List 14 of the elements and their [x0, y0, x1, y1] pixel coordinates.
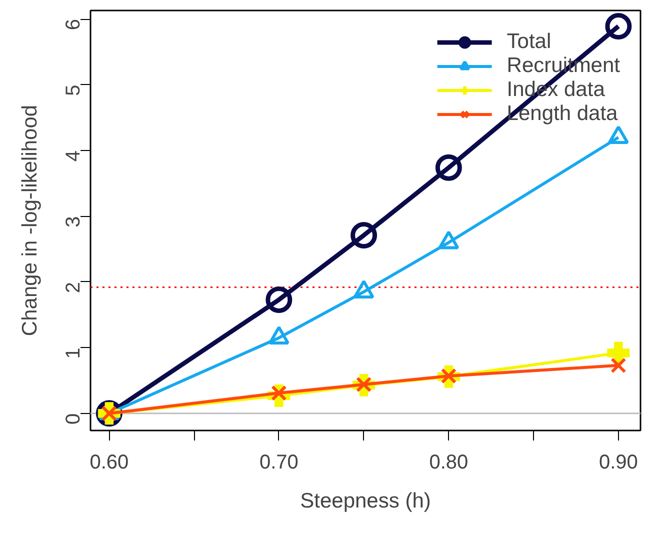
x-tick-label: 0.70	[259, 452, 298, 474]
y-tick-label: 0	[62, 413, 84, 425]
y-tick-label: 4	[62, 150, 84, 162]
x-tick-label: 0.90	[598, 452, 638, 474]
y-tick-label: 3	[62, 216, 84, 228]
y-axis-title: Change in -log-likelihood	[18, 104, 42, 336]
y-tick-label: 6	[62, 19, 84, 30]
x-tick-label: 0.80	[429, 452, 468, 474]
y-tick-label: 5	[62, 84, 84, 96]
legend-label: Total	[506, 30, 552, 54]
x-tick-label: 0.60	[90, 452, 129, 474]
y-tick-label: 2	[62, 282, 84, 294]
y-tick-label: 1	[62, 348, 84, 359]
x-axis-title: Steepness (h)	[300, 490, 431, 512]
